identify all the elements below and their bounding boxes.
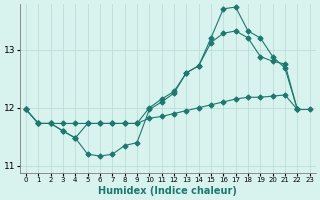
X-axis label: Humidex (Indice chaleur): Humidex (Indice chaleur) (98, 186, 237, 196)
